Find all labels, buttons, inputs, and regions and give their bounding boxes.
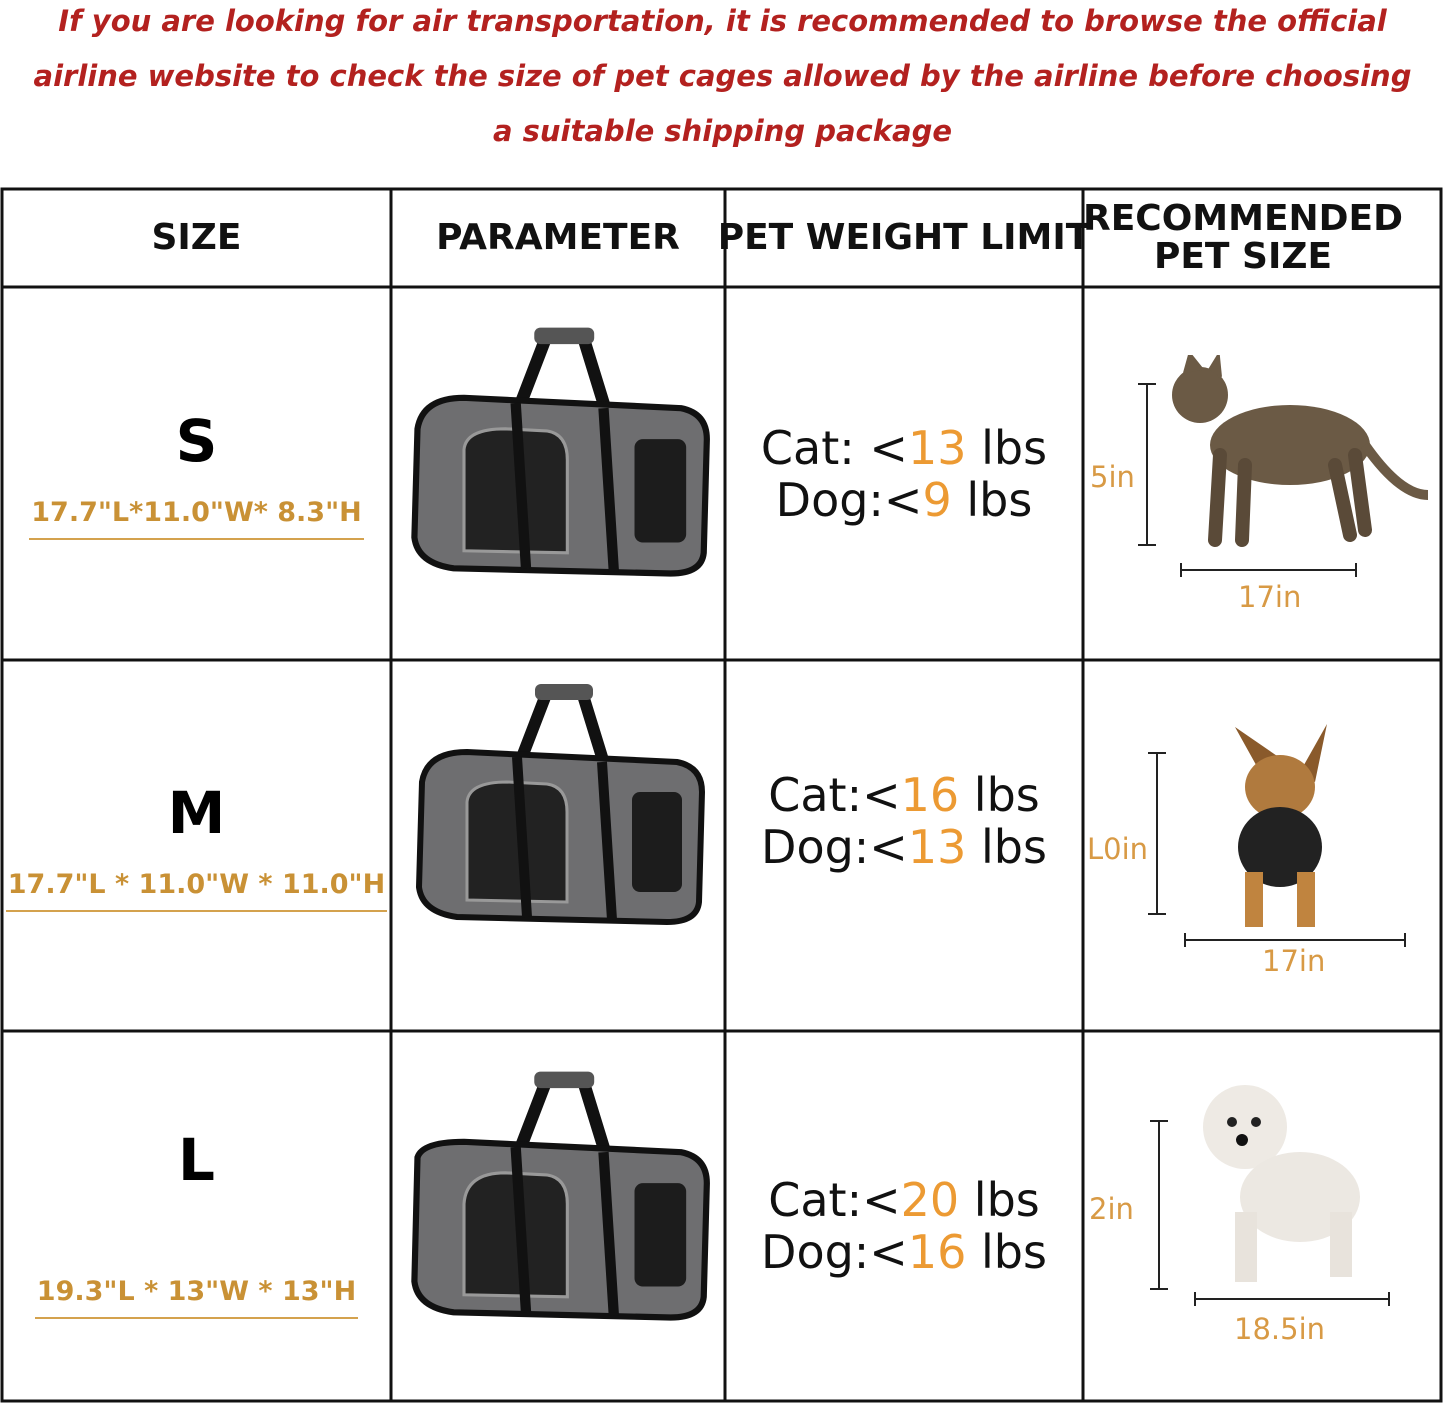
pet-height-label: L0in bbox=[1087, 832, 1149, 866]
pet-length-label: 18.5in bbox=[1234, 1312, 1326, 1346]
weight-limit: Cat:<16 lbs Dog:<13 lbs bbox=[761, 767, 1047, 874]
cat-weight-value: 20 bbox=[900, 1173, 960, 1227]
cat-weight-value: 16 bbox=[900, 767, 960, 822]
pet-height-label: 2in bbox=[1089, 1192, 1134, 1226]
pet-length-label: 17in bbox=[1238, 580, 1302, 614]
white-dog-image bbox=[1203, 1085, 1360, 1282]
dog-weight-value: 13 bbox=[907, 819, 967, 874]
size-label: S bbox=[175, 407, 218, 475]
height-measure-line bbox=[1150, 1120, 1168, 1290]
size-label: M bbox=[167, 779, 226, 847]
height-measure-line bbox=[1148, 752, 1166, 915]
height-measure-line bbox=[1138, 383, 1156, 546]
yorkshire-terrier-image bbox=[1235, 724, 1327, 927]
dog-weight-value: 9 bbox=[922, 472, 952, 527]
cat-weight-value: 13 bbox=[907, 420, 967, 475]
pet-carrier-image bbox=[411, 327, 710, 577]
carrier-dimensions: 17.7"L * 11.0"W * 11.0"H bbox=[5, 869, 388, 912]
size-label: L bbox=[178, 1126, 215, 1194]
header-size: SIZE bbox=[151, 217, 242, 258]
airline-notice: If you are looking for air transportatio… bbox=[33, 4, 1412, 148]
carrier-dimensions: 17.7"L*11.0"W* 8.3"H bbox=[29, 497, 364, 540]
header-recommended-pet-size: RECOMMENDED PET SIZE bbox=[1082, 198, 1404, 277]
weight-limit: Cat:<20 lbs Dog:<16 lbs bbox=[761, 1173, 1047, 1279]
header-parameter: PARAMETER bbox=[436, 217, 680, 258]
pet-length-label: 17in bbox=[1262, 944, 1326, 978]
length-measure-line bbox=[1194, 1292, 1390, 1306]
length-measure-line bbox=[1180, 563, 1357, 577]
header-weight-limit: PET WEIGHT LIMIT bbox=[717, 217, 1091, 258]
pet-carrier-image bbox=[411, 1071, 710, 1321]
cat-image bbox=[1172, 355, 1429, 547]
length-measure-line bbox=[1184, 933, 1406, 947]
pet-carrier-image bbox=[415, 684, 706, 926]
dog-weight-value: 16 bbox=[907, 1225, 967, 1279]
weight-limit: Cat: <13 lbs Dog:<9 lbs bbox=[760, 420, 1048, 527]
carrier-dimensions: 19.3"L * 13"W * 13"H bbox=[34, 1276, 359, 1319]
pet-height-label: 5in bbox=[1090, 460, 1135, 494]
